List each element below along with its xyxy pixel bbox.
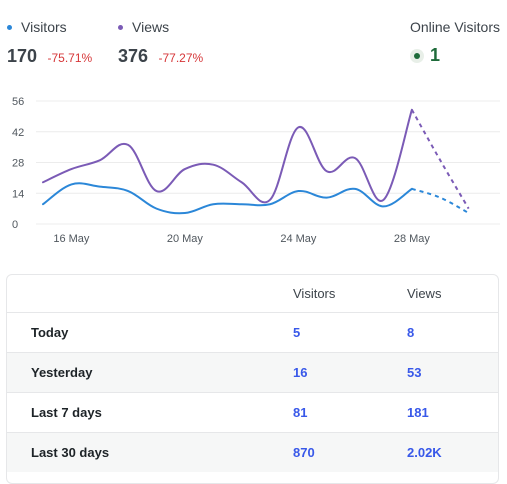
- visitors-summary-value: 170: [7, 46, 38, 66]
- row-views-value[interactable]: 53: [407, 365, 422, 380]
- stats-table: Visitors Views Today 5 8 Yesterday 16 53…: [6, 274, 499, 484]
- traffic-chart: 56 42 28 14 0 16 May 20 May 24 May 28 May: [12, 96, 500, 245]
- row-label: Today: [31, 325, 69, 340]
- x-tick-label: 28 May: [394, 233, 431, 245]
- series-line: [42, 182, 413, 215]
- online-visitors-label: Online Visitors: [409, 19, 500, 35]
- views-summary-value: 376: [118, 46, 149, 66]
- online-visitors: Online Visitors 1: [409, 19, 500, 66]
- series-line: [42, 108, 413, 204]
- y-tick-label: 0: [12, 219, 18, 231]
- row-visitors-value[interactable]: 870: [293, 445, 315, 460]
- row-label: Last 7 days: [31, 405, 102, 420]
- table-row: Last 30 days 870 2.02K: [7, 432, 498, 472]
- series-forecast-line: [411, 109, 470, 210]
- online-visitors-value: 1: [429, 45, 440, 65]
- online-indicator-icon: [409, 48, 424, 63]
- row-views-value[interactable]: 181: [407, 405, 429, 420]
- y-tick-label: 42: [12, 127, 24, 139]
- views-summary: Views 376 -77.27%: [118, 19, 203, 67]
- row-label: Yesterday: [31, 365, 93, 380]
- row-visitors-value[interactable]: 5: [293, 325, 301, 340]
- y-tick-label: 56: [12, 96, 24, 108]
- row-views-value[interactable]: 8: [407, 325, 415, 340]
- series-forecast-line: [411, 187, 470, 214]
- visitors-summary-label: Visitors: [21, 19, 67, 35]
- views-dot-icon: [118, 24, 123, 30]
- visitors-dot-icon: [7, 24, 12, 30]
- visitors-summary: Visitors 170 -75.71%: [7, 19, 92, 67]
- row-visitors-value[interactable]: 81: [293, 405, 308, 420]
- row-visitors-value[interactable]: 16: [293, 365, 308, 380]
- visitors-summary-change: -75.71%: [47, 51, 93, 65]
- x-tick-label: 24 May: [280, 233, 317, 245]
- x-tick-label: 20 May: [167, 233, 204, 245]
- views-column-header: Views: [407, 286, 442, 301]
- table-row: Last 7 days 81 181: [7, 392, 498, 432]
- x-tick-label: 16 May: [53, 233, 90, 245]
- y-tick-label: 14: [12, 188, 24, 200]
- views-summary-label: Views: [132, 19, 170, 35]
- row-label: Last 30 days: [31, 445, 110, 460]
- views-summary-change: -77.27%: [158, 51, 204, 65]
- y-tick-label: 28: [12, 158, 24, 170]
- visitors-column-header: Visitors: [293, 286, 336, 301]
- table-row: Today 5 8: [7, 312, 498, 352]
- row-views-value[interactable]: 2.02K: [407, 445, 442, 460]
- table-row: Yesterday 16 53: [7, 352, 498, 392]
